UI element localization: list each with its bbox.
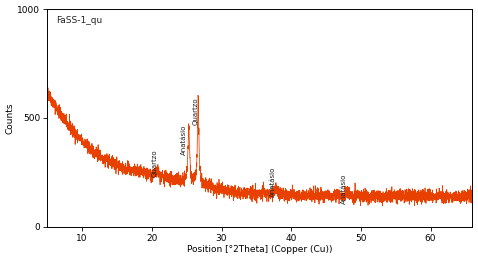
Text: Anatásio: Anatásio [341,173,347,204]
Text: FaSS-1_qu: FaSS-1_qu [56,16,102,25]
Text: Anatásio: Anatásio [270,167,276,197]
Text: Quartzo: Quartzo [152,150,158,177]
Y-axis label: Counts: Counts [6,102,14,134]
Text: Quartzo: Quartzo [192,98,198,125]
Text: Anatásio: Anatásio [181,125,187,155]
X-axis label: Position [°2Theta] (Copper (Cu)): Position [°2Theta] (Copper (Cu)) [187,245,333,255]
